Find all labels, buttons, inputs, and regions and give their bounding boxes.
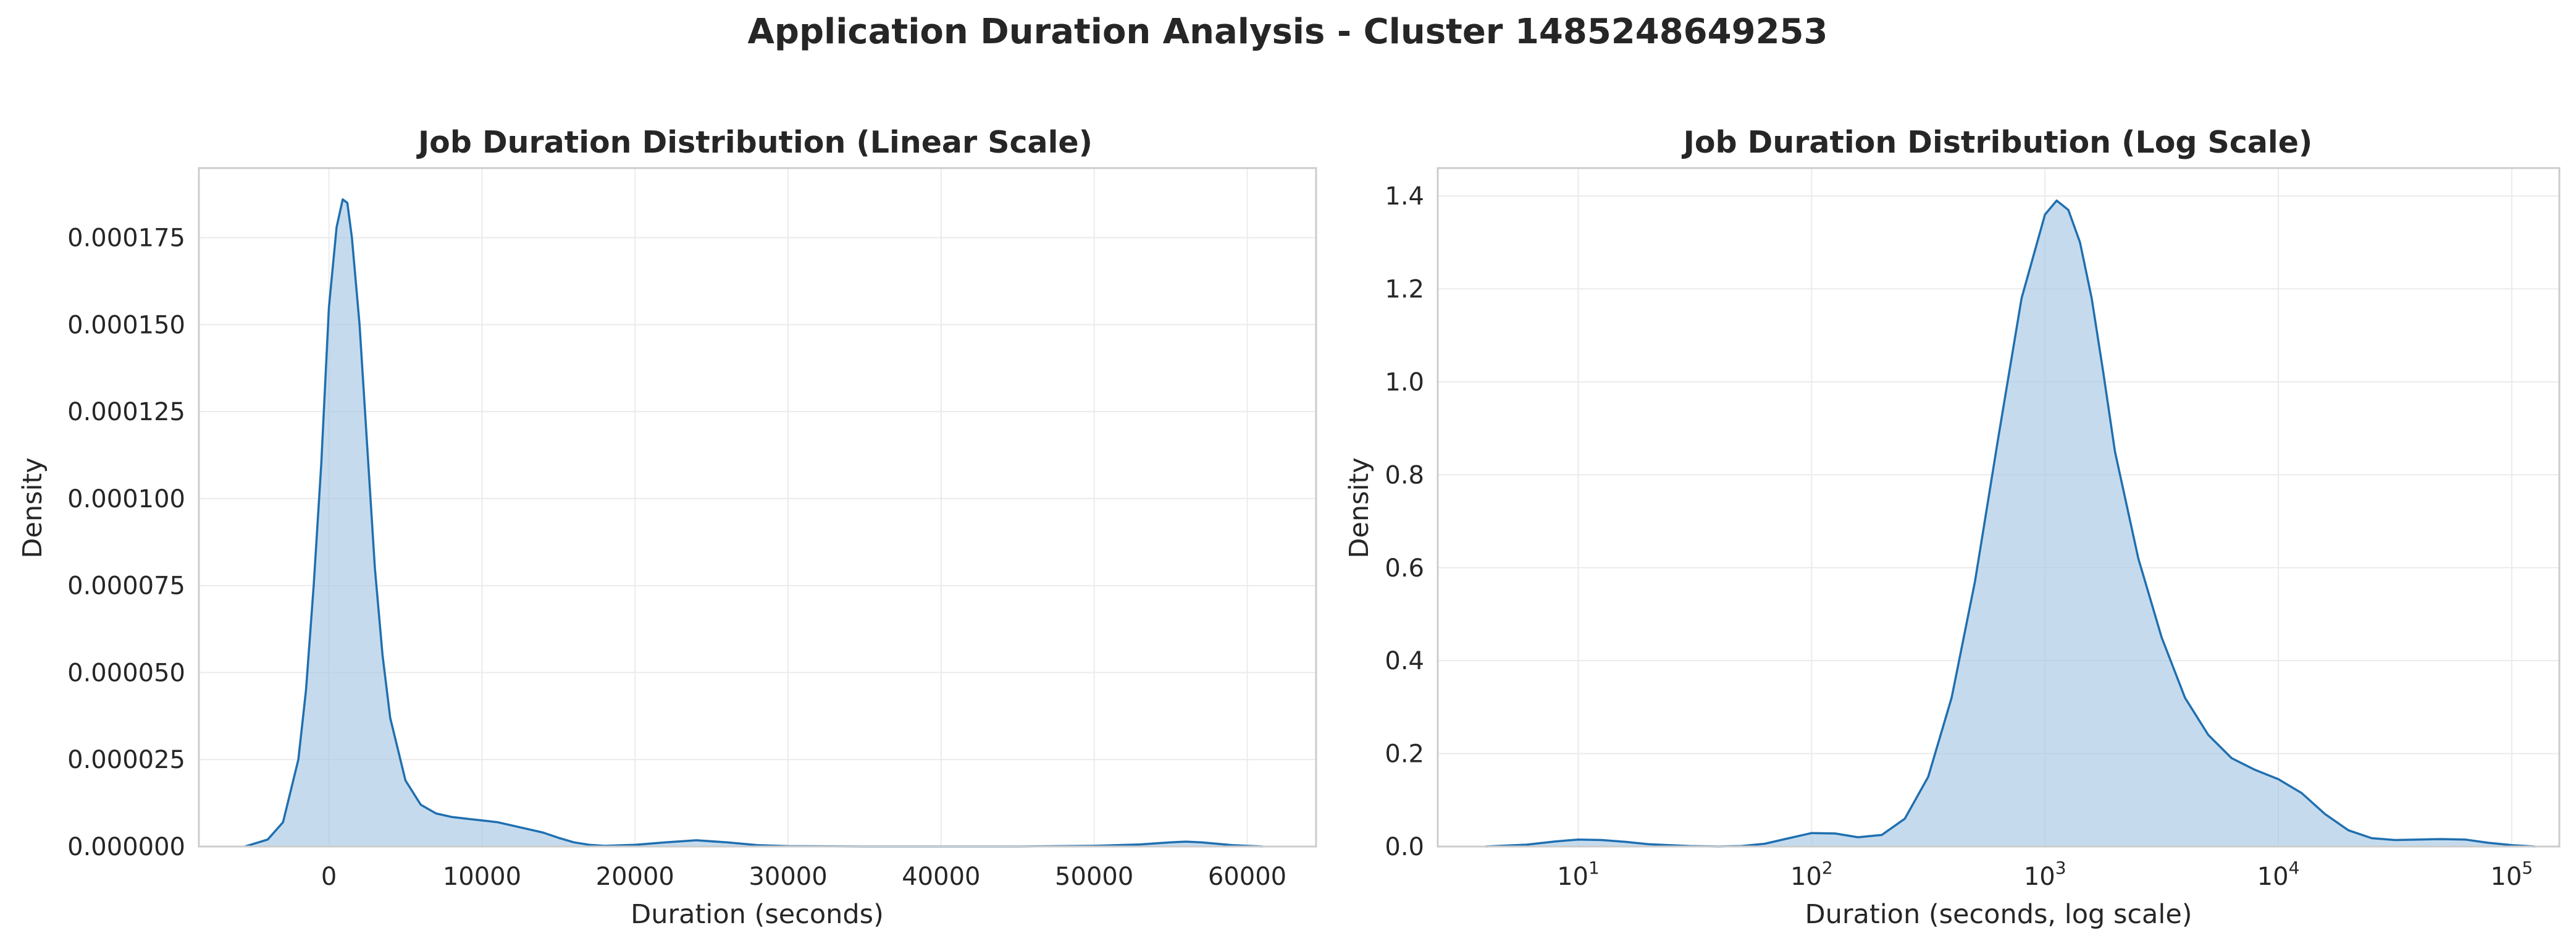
right-chart-title: Job Duration Distribution (Log Scale) xyxy=(1682,125,2313,160)
left-y-tick-label: 0.000000 xyxy=(67,833,185,861)
left-y-axis-label: Density xyxy=(17,457,48,558)
left-y-ticks: 0.000000 0.000025 0.000050 0.000075 0.000100… xyxy=(67,224,185,861)
right-x-tick-label: 101 xyxy=(1557,858,1600,891)
right-plot-frame xyxy=(1437,167,2561,848)
left-y-tick-label: 0.000125 xyxy=(67,398,185,426)
figure-suptitle: Application Duration Analysis - Cluster … xyxy=(748,12,1828,52)
right-panel: Job Duration Distribution (Log Scale) 10… xyxy=(1344,125,2561,930)
right-y-axis-label: Density xyxy=(1344,457,1375,558)
left-x-tick-label: 20000 xyxy=(596,863,674,891)
right-y-tick-label: 0.6 xyxy=(1385,554,1424,583)
left-plot-frame xyxy=(198,167,1317,848)
left-x-tick-label: 50000 xyxy=(1055,863,1133,891)
right-y-tick-label: 0.4 xyxy=(1385,647,1424,675)
right-y-tick-label: 0.2 xyxy=(1385,740,1424,769)
left-x-tick-label: 30000 xyxy=(749,863,827,891)
left-y-tick-label: 0.000150 xyxy=(67,311,185,339)
right-y-tick-label: 1.4 xyxy=(1385,182,1424,211)
right-density-area xyxy=(1485,199,2535,848)
right-y-tick-label: 0.0 xyxy=(1385,833,1424,861)
left-density-line xyxy=(244,198,1263,848)
right-x-tick-label: 104 xyxy=(2257,858,2300,891)
left-density-area xyxy=(244,198,1263,848)
left-panel: Job Duration Distribution (Linear Scale)… xyxy=(17,125,1317,930)
left-y-tick-label: 0.000075 xyxy=(67,572,185,601)
right-y-ticks: 0.0 0.2 0.4 0.6 0.8 1.0 1.2 1.4 xyxy=(1385,182,1424,861)
left-grid xyxy=(199,168,1316,847)
right-y-tick-label: 1.0 xyxy=(1385,368,1424,397)
left-x-tick-label: 40000 xyxy=(902,863,980,891)
right-density-fill xyxy=(1485,200,2535,847)
left-x-tick-label: 10000 xyxy=(443,863,521,891)
left-density-fill xyxy=(245,199,1263,847)
right-y-tick-label: 0.8 xyxy=(1385,461,1424,489)
right-x-tick-label: 103 xyxy=(2024,858,2066,891)
right-x-ticks: 101 102 103 104 105 xyxy=(1557,858,2533,891)
left-x-tick-label: 60000 xyxy=(1208,863,1286,891)
right-x-axis-label: Duration (seconds, log scale) xyxy=(1805,899,2192,930)
left-chart-title: Job Duration Distribution (Linear Scale) xyxy=(416,125,1093,160)
left-y-tick-label: 0.000025 xyxy=(67,746,185,774)
left-y-tick-label: 0.000175 xyxy=(67,224,185,253)
right-y-tick-label: 1.2 xyxy=(1385,276,1424,304)
left-x-ticks: 0 10000 20000 30000 40000 50000 60000 xyxy=(321,863,1286,891)
left-x-tick-label: 0 xyxy=(321,863,337,891)
left-y-tick-label: 0.000100 xyxy=(67,485,185,513)
left-y-tick-label: 0.000050 xyxy=(67,659,185,687)
right-x-tick-label: 102 xyxy=(1790,858,1833,891)
left-x-axis-label: Duration (seconds) xyxy=(631,899,884,930)
right-x-tick-label: 105 xyxy=(2491,858,2533,891)
